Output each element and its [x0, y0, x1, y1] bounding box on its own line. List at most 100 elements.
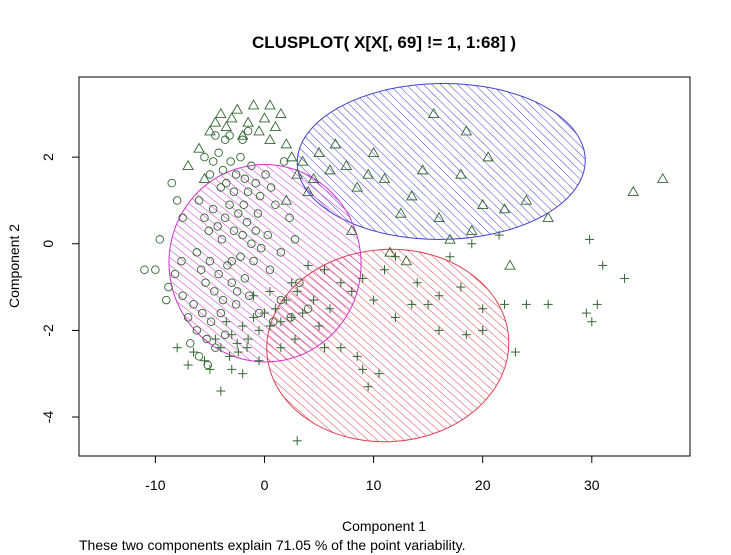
y-axis-label: Component 2: [6, 224, 22, 308]
cluster-1-point: [201, 278, 210, 287]
cluster-3-point: [281, 295, 291, 305]
cluster-1-point: [238, 230, 247, 240]
cluster-3-point: [494, 230, 504, 240]
cluster-3-point: [309, 295, 319, 305]
cluster-2-point: [209, 116, 222, 127]
cluster-1-point: [183, 313, 193, 322]
cluster-2-point: [362, 168, 374, 179]
cluster-3-point: [232, 338, 242, 348]
cluster-3-point: [585, 234, 595, 244]
cluster-3-point: [598, 260, 608, 270]
cluster-3-point: [227, 364, 237, 374]
cluster-3-point: [461, 330, 471, 340]
cluster-1-point: [255, 191, 265, 201]
cluster-2-point: [225, 112, 238, 123]
cluster-2-point: [455, 168, 467, 179]
cluster-1-point: [192, 326, 202, 335]
cluster-1-point: [227, 256, 236, 266]
cluster-1-point: [192, 248, 202, 257]
cluster-1-point: [186, 339, 195, 348]
cluster-2-point: [231, 103, 243, 114]
cluster-3-point: [276, 343, 286, 353]
cluster-1-point: [236, 252, 245, 262]
cluster-1-point: [200, 152, 209, 162]
cluster-1-point: [231, 170, 241, 179]
cluster-3-point: [225, 351, 235, 361]
cluster-1-point: [223, 261, 232, 270]
x-axis-label: Component 1: [342, 518, 426, 534]
cluster-3-point: [205, 364, 215, 374]
cluster-1-point: [204, 226, 214, 236]
cluster-1-point: [285, 213, 294, 223]
x-tick-label: 0: [261, 477, 269, 493]
cluster-1-point: [263, 230, 273, 240]
cluster-1-point: [170, 269, 180, 279]
cluster-3-point: [456, 282, 466, 292]
cluster-1-point: [151, 265, 160, 274]
cluster-3-point: [325, 304, 335, 314]
cluster-3-point: [276, 317, 286, 327]
cluster-2-point: [498, 203, 511, 214]
cluster-3-point: [336, 278, 346, 288]
cluster-2-point: [307, 172, 320, 183]
cluster-3-point: [183, 360, 193, 370]
cluster-1-point: [239, 200, 249, 210]
cluster-2-point: [520, 194, 533, 205]
y-tick-label: -4: [40, 411, 56, 424]
cluster-3-point: [210, 334, 220, 344]
cluster-2-point: [198, 172, 211, 183]
cluster-1-point: [214, 148, 223, 158]
cluster-1-point: [208, 157, 218, 166]
cluster-1-point: [198, 308, 207, 318]
cluster-1-point: [217, 235, 227, 244]
cluster-1-point: [242, 217, 252, 227]
cluster-3-point: [363, 382, 373, 392]
cluster-1-point: [140, 265, 149, 274]
cluster-1-point: [240, 274, 250, 283]
cluster-2-point: [384, 246, 396, 257]
cluster-3-point: [380, 265, 389, 275]
cluster-2-point: [367, 146, 380, 158]
cluster-3-point: [521, 299, 531, 309]
cluster-1-point: [202, 334, 211, 344]
cluster-1-point: [266, 183, 276, 192]
cluster-2-point: [504, 259, 516, 270]
cluster-3-point: [238, 321, 248, 331]
cluster-1-point: [167, 178, 176, 188]
cluster-3-point: [412, 278, 422, 288]
cluster-1-point: [229, 226, 239, 236]
cluster-2-point: [427, 107, 440, 119]
cluster-1-point: [251, 226, 261, 236]
cluster-1-point: [231, 300, 241, 309]
x-tick-label: 20: [475, 477, 491, 493]
cluster-3-point: [347, 286, 357, 296]
cluster-1-point: [189, 300, 198, 309]
cluster-1-point: [238, 135, 247, 145]
cluster-3-point: [434, 291, 444, 301]
cluster-3-point: [303, 260, 313, 270]
cluster-1-point: [177, 256, 186, 266]
cluster-2-point: [182, 159, 194, 170]
cluster-3-point: [500, 299, 510, 309]
cluster-2-point: [242, 116, 254, 127]
cluster-1-point: [164, 282, 173, 292]
cluster-1-point: [213, 222, 222, 231]
cluster-3-point: [369, 295, 379, 305]
cluster-3-point: [314, 321, 324, 331]
cluster-3-point: [407, 299, 417, 309]
cluster-3-point: [242, 343, 252, 353]
cluster-1-point: [226, 157, 235, 166]
x-axis: -10 0 10 20 30: [145, 455, 600, 493]
cluster-2-point: [482, 151, 494, 162]
cluster-2-point: [444, 233, 456, 244]
cluster-3-point: [216, 386, 226, 396]
cluster-3-point: [592, 299, 602, 309]
cluster-3-point: [254, 356, 264, 366]
cluster-2-point: [275, 107, 287, 119]
chart-title: CLUSPLOT( X[X[, 69] != 1, 1:68] ): [252, 33, 516, 52]
cluster-2-point: [433, 211, 445, 222]
cluster-1-point: [240, 174, 250, 184]
cluster-3-point: [478, 304, 488, 314]
cluster-3-point: [543, 299, 553, 309]
